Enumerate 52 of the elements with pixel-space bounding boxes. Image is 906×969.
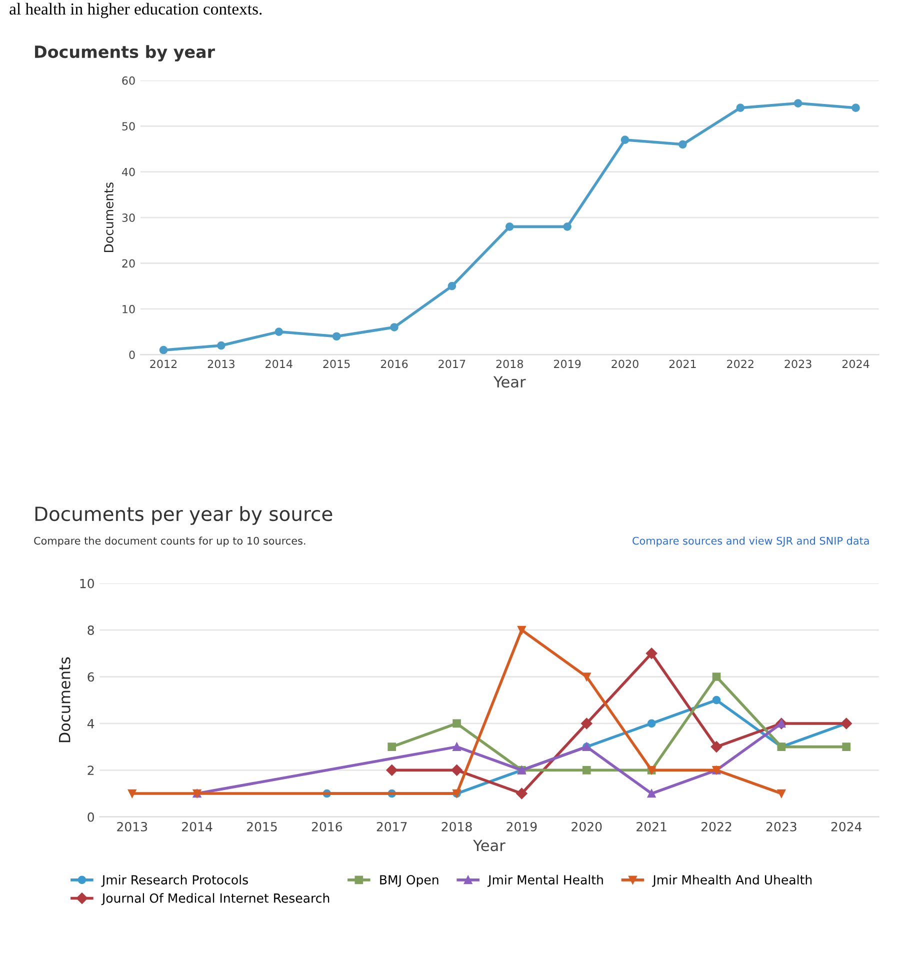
- y-tick-label: 8: [88, 626, 94, 635]
- x-tick-label: 2019: [506, 822, 537, 832]
- x-tick-label: 2014: [266, 360, 292, 368]
- y-tick-label: 0: [129, 350, 135, 360]
- y-tick-label: 4: [87, 719, 94, 728]
- x-tick-label: 2015: [323, 360, 350, 368]
- x-tick-label: 2012: [150, 360, 177, 368]
- chart-title: Documents by year: [35, 45, 215, 62]
- text: Compare sources and view SJR and SNIP data: [632, 536, 869, 547]
- y-tick-label: 6: [88, 672, 94, 682]
- x-tick-label: 2013: [208, 360, 234, 368]
- x-tick-label: 2021: [669, 360, 696, 368]
- x-tick-label: 2023: [784, 360, 812, 368]
- y-tick-label: 40: [122, 168, 135, 176]
- x-tick-label: 2017: [376, 822, 407, 832]
- y-tick-label: 10: [80, 578, 94, 588]
- legend-label: Jmir Mental Health: [487, 874, 603, 887]
- x-tick-label: 2018: [442, 822, 472, 832]
- x-tick-label: 2018: [496, 360, 524, 368]
- y-tick-label: 50: [122, 122, 135, 131]
- x-tick-label: 2019: [554, 360, 581, 368]
- x-tick-label: 2023: [766, 822, 796, 832]
- x-tick-label: 2015: [246, 822, 277, 832]
- x-tick-label: 2022: [727, 360, 754, 368]
- x-tick-label: 2021: [636, 822, 666, 832]
- legend-label: BMJ Open: [380, 875, 438, 887]
- x-tick-label: 2016: [312, 822, 342, 832]
- y-tick-label: 20: [122, 259, 135, 268]
- chart-title: Documents per year by source: [35, 506, 332, 525]
- y-tick-label: 60: [122, 76, 135, 85]
- x-tick-label: 2024: [842, 360, 870, 368]
- x-axis-title: Year: [493, 376, 526, 388]
- x-tick-label: 2022: [702, 822, 732, 832]
- y-tick-label: 2: [88, 766, 94, 775]
- x-axis-title: Year: [473, 840, 506, 852]
- y-tick-label: 0: [88, 812, 94, 822]
- legend-label: Jmir Research Protocols: [101, 874, 248, 887]
- x-tick-label: 2024: [831, 822, 862, 832]
- x-tick-label: 2020: [572, 822, 602, 832]
- y-tick-label: 10: [122, 304, 135, 314]
- y-axis-title: Documents: [104, 182, 114, 252]
- text: al health in higher education contexts.: [10, 2, 262, 18]
- legend-label: Journal Of Medical Internet Research: [101, 893, 330, 906]
- chart-subtitle: Compare the document counts for up to 10 sources.: [34, 536, 306, 547]
- x-tick-label: 2013: [117, 822, 148, 832]
- y-tick-label: 30: [122, 214, 135, 222]
- x-tick-label: 2020: [612, 360, 638, 368]
- x-tick-label: 2017: [438, 360, 466, 368]
- legend-label: Jmir Mhealth And Uhealth: [652, 874, 812, 887]
- x-tick-label: 2014: [182, 822, 212, 832]
- y-axis-title: Documents: [59, 657, 70, 742]
- x-tick-label: 2016: [380, 360, 408, 368]
